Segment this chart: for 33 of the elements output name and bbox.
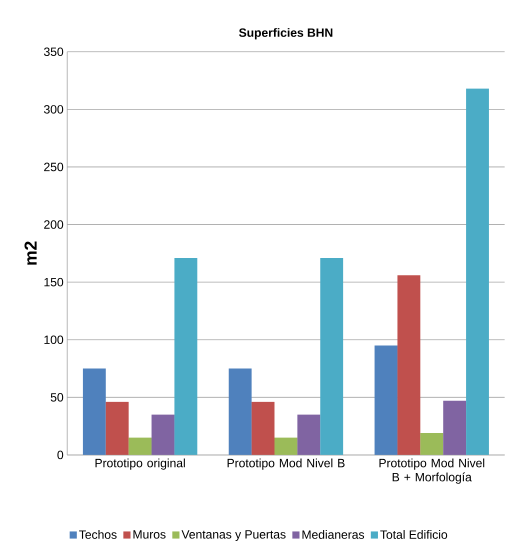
legend-label: Muros	[133, 530, 166, 539]
y-tick-label: 250	[44, 162, 63, 172]
bar	[466, 88, 489, 455]
y-tick-label: 350	[44, 47, 63, 56]
legend-label: Medianeras	[302, 530, 364, 539]
bar	[128, 438, 152, 455]
x-tick-label: Prototipo Mod Nivel B	[227, 458, 344, 470]
y-tick-label: 50	[50, 393, 63, 402]
bar	[420, 433, 444, 455]
bar	[397, 275, 420, 455]
bar	[374, 345, 398, 455]
bar	[151, 414, 174, 455]
x-tick-label: Prototipo Mod Nivel B + Morfología	[379, 458, 484, 484]
bar	[82, 368, 106, 455]
bar	[251, 402, 274, 455]
bar	[443, 400, 466, 455]
y-axis-title: m2	[24, 241, 36, 265]
bar	[274, 438, 298, 455]
y-tick-label: 300	[44, 105, 63, 114]
bar	[297, 414, 320, 455]
bar	[106, 402, 128, 455]
bar	[320, 258, 343, 455]
y-tick-label: 100	[44, 335, 63, 344]
chart-title: Superficies BHN	[238, 28, 332, 40]
y-tick-label: 0	[57, 450, 63, 460]
legend-label: Ventanas y Puertas	[181, 530, 286, 542]
bar	[228, 368, 252, 455]
legend-label: Total Edificio	[380, 530, 447, 539]
legend-label: Techos	[78, 530, 116, 539]
y-tick-label: 150	[44, 278, 63, 286]
x-tick-label: Prototipo original	[95, 458, 185, 470]
y-tick-label: 200	[44, 220, 63, 229]
bar	[174, 258, 198, 455]
